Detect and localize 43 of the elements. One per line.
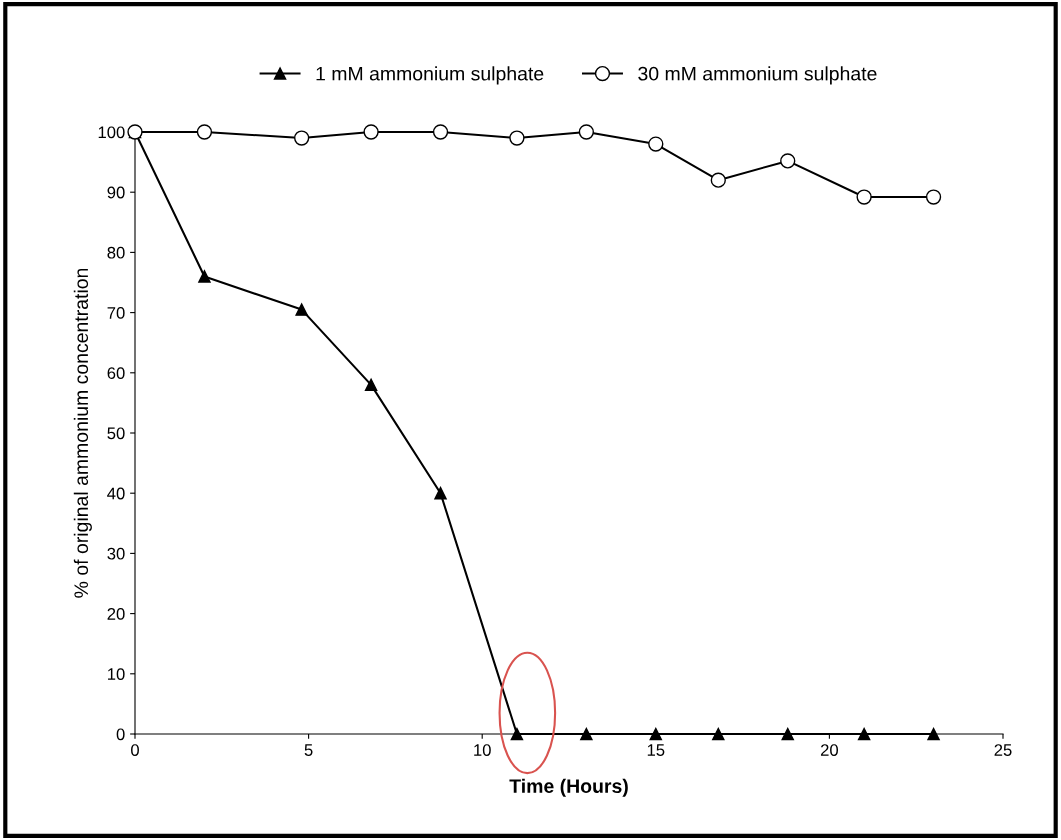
y-tick-label: 20	[107, 608, 125, 620]
point	[578, 124, 594, 140]
y-tick-label: 60	[107, 367, 125, 379]
point	[712, 727, 725, 741]
y-tick-label: 90	[107, 186, 125, 199]
y-tick-label: 70	[107, 307, 125, 319]
point	[780, 153, 796, 169]
point	[781, 727, 794, 741]
point	[648, 136, 664, 152]
x-axis-title: Time (Hours)	[509, 778, 628, 797]
y-tick-label: 50	[107, 427, 125, 440]
point	[432, 124, 449, 140]
point	[509, 130, 525, 146]
point	[580, 727, 593, 741]
point	[857, 727, 871, 741]
point	[295, 303, 308, 316]
y-tick-label: 10	[108, 668, 125, 680]
y-axis-title: % of original ammonium concentration	[73, 268, 92, 598]
x-tick-label: 25	[994, 744, 1012, 756]
legend-label: 1 mM ammonium sulphate	[316, 66, 544, 85]
point	[927, 727, 940, 741]
y-tick-label: 30	[107, 547, 125, 560]
y-tick-label: 80	[107, 246, 125, 259]
point	[649, 727, 663, 741]
point	[196, 124, 213, 140]
x-tick-label: 15	[647, 744, 665, 756]
x-tick-label: 5	[304, 744, 313, 756]
x-tick-label: 0	[131, 744, 139, 756]
y-tick-label: 100	[98, 126, 125, 139]
point	[364, 378, 378, 392]
legend-label: 30 mM ammonium sulphate	[638, 66, 877, 85]
x-tick-label: 10	[474, 744, 491, 756]
point	[198, 270, 211, 283]
point	[434, 486, 447, 500]
point	[510, 727, 524, 741]
point	[856, 189, 872, 205]
point	[363, 124, 379, 140]
point	[925, 189, 942, 205]
point	[710, 172, 726, 188]
y-tick-label: 40	[107, 487, 125, 500]
point	[294, 130, 310, 146]
y-tick-label: 0	[116, 728, 125, 741]
x-tick-label: 20	[820, 744, 839, 756]
